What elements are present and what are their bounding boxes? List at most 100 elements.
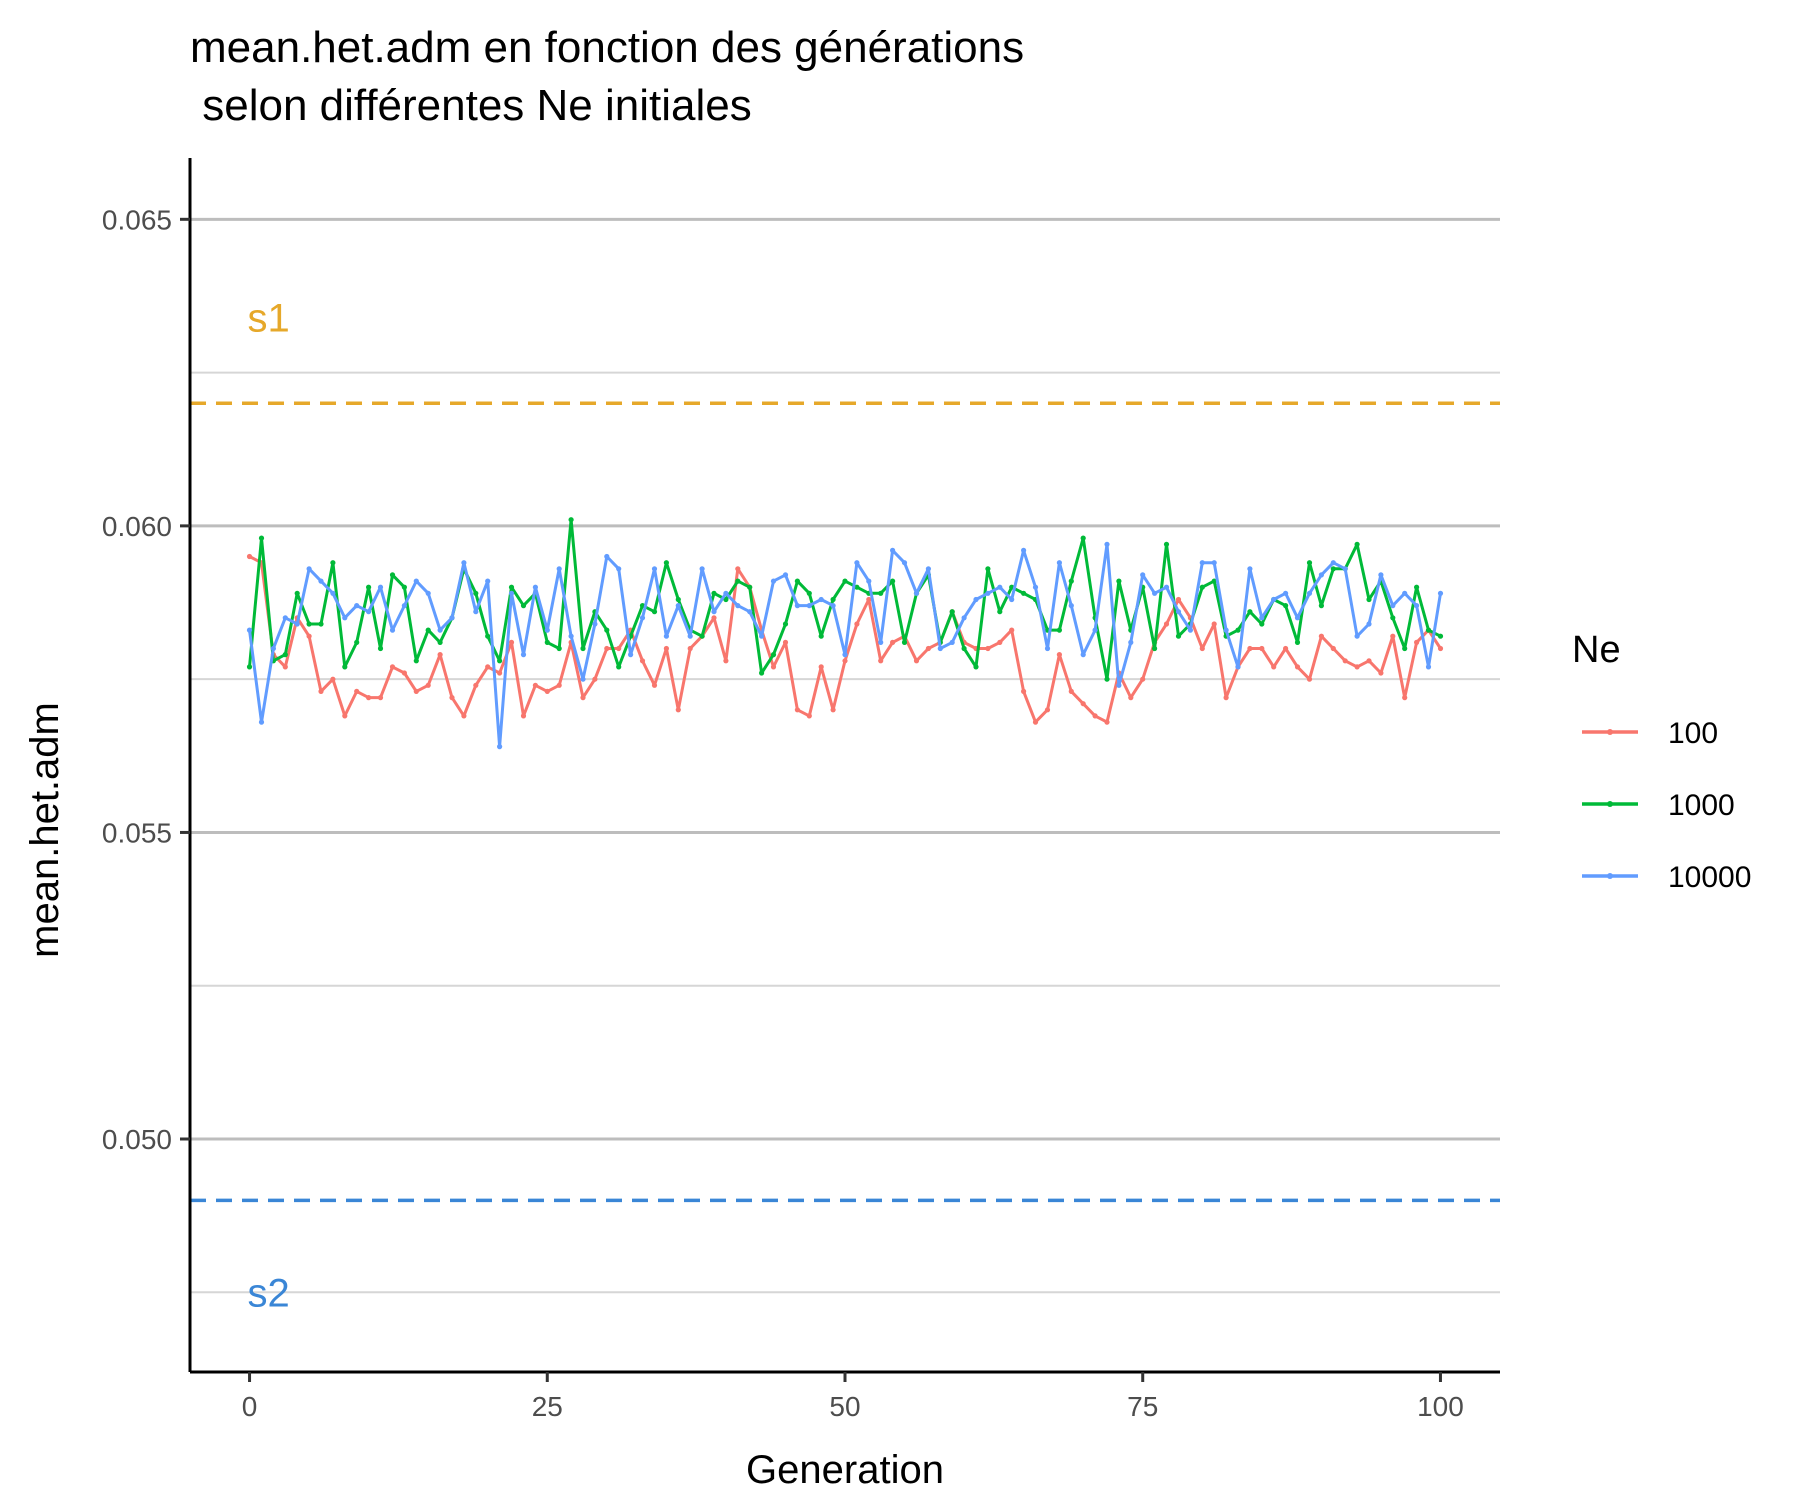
grid <box>190 217 1500 1294</box>
data-point <box>735 566 741 572</box>
data-point <box>651 609 658 615</box>
data-point <box>1294 639 1301 646</box>
data-point <box>806 590 812 596</box>
data-point <box>282 652 288 658</box>
data-point <box>616 566 622 572</box>
data-point <box>1437 645 1444 652</box>
data-point <box>782 572 789 578</box>
y-axis-title: mean.het.adm <box>23 702 67 958</box>
data-point <box>949 609 955 615</box>
data-point <box>1068 688 1074 695</box>
data-point <box>1402 645 1408 652</box>
data-point <box>1187 627 1193 633</box>
data-point <box>306 566 312 572</box>
data-point <box>854 621 860 627</box>
data-point <box>306 633 312 639</box>
data-point <box>675 596 681 603</box>
data-point <box>1366 596 1372 603</box>
x-tick-label: 50 <box>829 1391 860 1422</box>
data-point <box>818 633 824 639</box>
data-point <box>497 744 503 750</box>
data-point <box>282 615 288 621</box>
data-point <box>1104 541 1110 547</box>
data-point <box>1378 670 1384 676</box>
data-point <box>747 609 753 615</box>
data-point <box>913 590 920 596</box>
data-point <box>854 584 860 590</box>
data-point <box>1437 590 1444 596</box>
data-point <box>1080 701 1086 707</box>
data-point <box>425 627 431 633</box>
data-point <box>723 658 729 664</box>
data-point <box>1044 645 1051 652</box>
data-point <box>485 578 491 584</box>
data-point <box>1056 627 1062 633</box>
data-point <box>651 682 658 688</box>
data-point <box>1414 603 1420 609</box>
data-point <box>1211 560 1217 566</box>
data-point <box>532 682 539 688</box>
data-point <box>890 578 896 584</box>
data-point <box>354 688 360 695</box>
data-point <box>342 664 348 670</box>
data-point <box>318 621 324 627</box>
data-point <box>1366 621 1372 627</box>
data-point <box>306 621 312 627</box>
data-point <box>282 664 288 670</box>
series-10000 <box>246 541 1444 750</box>
data-point <box>520 713 527 719</box>
data-point <box>973 596 979 603</box>
data-point <box>937 645 943 652</box>
data-point <box>473 590 479 596</box>
data-point <box>544 627 550 633</box>
data-point <box>794 578 801 584</box>
data-point <box>413 578 419 584</box>
data-point <box>389 627 396 633</box>
axes: 0.050 0.055 0.060 0.065 0 25 50 75 100 <box>102 158 1500 1422</box>
data-point <box>437 639 443 646</box>
data-point <box>1390 615 1396 621</box>
data-point <box>366 609 372 615</box>
data-point <box>294 621 300 627</box>
data-point <box>735 603 741 609</box>
data-point <box>1021 688 1027 695</box>
data-point <box>901 639 908 646</box>
data-point <box>997 639 1003 646</box>
data-point <box>616 664 622 670</box>
x-axis-title: Generation <box>746 1448 944 1492</box>
data-point <box>318 578 324 584</box>
data-point <box>723 590 729 596</box>
data-point <box>770 652 777 658</box>
data-point <box>366 584 372 590</box>
data-point <box>497 658 503 664</box>
data-point <box>437 627 443 633</box>
data-point <box>782 639 789 646</box>
legend-label: 100 <box>1668 717 1718 750</box>
data-point <box>604 627 610 633</box>
data-point <box>890 639 896 646</box>
legend-entry-100: 100 <box>1582 717 1718 750</box>
data-point <box>866 578 872 584</box>
chart-title-line2: selon différentes Ne initiales <box>190 81 752 130</box>
data-point <box>675 603 681 609</box>
legend-title: Ne <box>1572 629 1621 671</box>
data-point <box>401 670 407 676</box>
data-point <box>258 719 265 725</box>
reference-lines: s1 s2 <box>190 296 1500 1315</box>
data-point <box>1175 633 1182 639</box>
data-point <box>759 633 765 639</box>
data-point <box>1009 596 1015 603</box>
data-point <box>1080 652 1086 658</box>
data-point <box>1068 603 1074 609</box>
data-point <box>1414 584 1420 590</box>
data-point <box>1330 645 1336 652</box>
data-point <box>246 664 253 670</box>
data-point <box>1342 566 1348 572</box>
data-point <box>1044 707 1051 713</box>
y-tick-label: 0.050 <box>102 1124 172 1155</box>
data-point <box>1271 664 1277 670</box>
data-point <box>1152 590 1158 596</box>
data-point <box>1163 541 1170 547</box>
data-point <box>687 633 693 639</box>
